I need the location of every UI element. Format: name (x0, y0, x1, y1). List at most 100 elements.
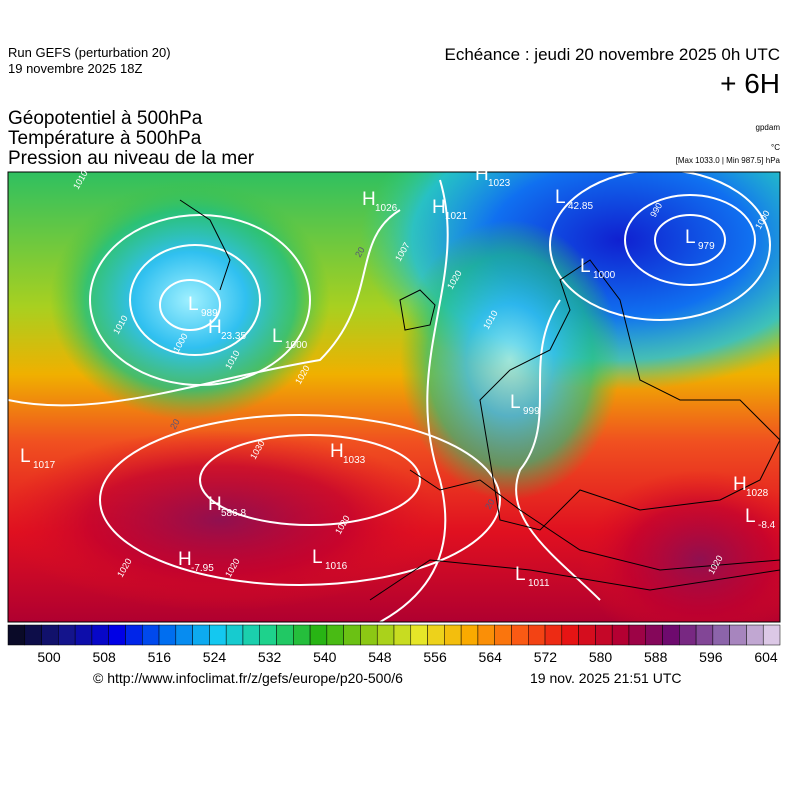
center-value: 1017 (33, 460, 56, 471)
colorbar-cell (444, 624, 462, 646)
colorbar-cell (427, 624, 445, 646)
center-letter: H (733, 474, 747, 495)
layer: Température à 500hPa (8, 128, 202, 149)
colorbar-cell (679, 624, 697, 646)
unit: °C (771, 143, 780, 152)
colorbar-cell (360, 624, 378, 646)
colorbar-label: 500 (37, 649, 61, 665)
unit: gpdam (755, 123, 780, 132)
valid-time: Echéance : jeudi 20 novembre 2025 0h UTC (444, 45, 780, 64)
unit: [Max 1033.0 | Min 987.5] hPa (675, 156, 780, 165)
center-value: 23.35 (221, 331, 246, 342)
center-letter: H (208, 317, 222, 338)
contour-label: 20 (168, 417, 182, 431)
colorbar-cell (175, 624, 193, 646)
colorbar-cell (209, 624, 227, 646)
colorbar-cell (58, 624, 76, 646)
center-value: 1011 (528, 578, 550, 589)
center-letter: H (208, 494, 222, 515)
colorbar-cell (393, 624, 412, 646)
contour-label: 20 (483, 497, 497, 511)
colorbar-label: 572 (534, 649, 558, 665)
colorbar-cell (108, 624, 126, 646)
colorbar-cell (343, 624, 361, 646)
colorbar-cell (259, 624, 277, 646)
colorbar-cell (142, 624, 160, 646)
center-value: 999 (523, 406, 540, 417)
center-value: 1023 (488, 178, 511, 189)
center-value: 979 (698, 241, 715, 252)
center-value: 1026 (375, 203, 398, 214)
colorbar-cell (762, 624, 781, 646)
center-letter: L (20, 446, 31, 467)
center-value: 42.85 (568, 201, 593, 212)
center-letter: L (188, 294, 199, 315)
colorbar-cell (293, 624, 311, 646)
run-date: 19 novembre 2025 18Z (8, 61, 143, 76)
colorbar-label: 516 (148, 649, 172, 665)
colorbar-cell (544, 624, 563, 646)
colorbar-label: 588 (644, 649, 668, 665)
colorbar-cell (578, 624, 596, 646)
colorbar-label: 556 (423, 649, 447, 665)
colorbar-cell (309, 624, 328, 646)
center-value: -7.95 (191, 563, 214, 574)
center-value: 1028 (746, 488, 769, 499)
center-value: -8.4 (758, 520, 776, 531)
map-frame (7, 171, 781, 623)
colorbar-cell (528, 624, 546, 646)
colorbar-cell (460, 624, 479, 646)
colorbar-cell (192, 624, 210, 646)
center-value: 1033 (343, 455, 366, 466)
colorbar-cell (158, 624, 177, 646)
colorbar-cell (242, 624, 260, 646)
colorbar-cell (125, 624, 143, 646)
layer: Géopotentiel à 500hPa (8, 108, 203, 129)
center-letter: L (745, 506, 756, 527)
source: © http://www.infoclimat.fr/z/gefs/europe… (93, 670, 403, 686)
colorbar-cell (662, 624, 680, 646)
center-value: 586.8 (221, 508, 246, 519)
center-letter: L (510, 392, 521, 413)
center-letter: H (362, 189, 376, 210)
center-letter: L (555, 187, 566, 208)
colorbar-cell (410, 624, 428, 646)
lead-time: + 6H (720, 68, 780, 99)
colorbar-cell (91, 624, 109, 646)
colorbar-cell (376, 624, 395, 646)
colorbar-cell (645, 624, 663, 646)
center-letter: L (515, 564, 526, 585)
colorbar-label: 524 (203, 649, 227, 665)
center-letter: L (580, 256, 591, 277)
colorbar-label: 540 (313, 649, 337, 665)
colorbar-cell (7, 624, 26, 646)
colorbar-cell (225, 624, 244, 646)
center-value: 1021 (445, 211, 468, 222)
colorbar-cell (276, 624, 294, 646)
colorbar-label: 532 (258, 649, 282, 665)
colorbar-cell (511, 624, 529, 646)
colorbar-cell (712, 624, 730, 646)
contour-label: 20 (353, 245, 367, 259)
colorbar-cell (746, 624, 764, 646)
layer: Pression au niveau de la mer (8, 148, 255, 169)
colorbar-cell (729, 624, 747, 646)
colorbar-cell (41, 624, 59, 646)
center-value: 1000 (593, 270, 616, 281)
colorbar-label: 564 (479, 649, 503, 665)
run: Run GEFS (perturbation 20) (8, 45, 171, 60)
colorbar-label: 604 (754, 649, 778, 665)
center-letter: H (475, 164, 489, 185)
generated: 19 nov. 2025 21:51 UTC (530, 670, 682, 686)
center-value: 989 (201, 308, 218, 319)
colorbar-cell (628, 624, 646, 646)
center-letter: H (178, 549, 192, 570)
colorbar-cell (494, 624, 512, 646)
colorbar-cell (326, 624, 344, 646)
colorbar-cell (74, 624, 93, 646)
colorbar-label: 548 (368, 649, 392, 665)
colorbar-cell (561, 624, 579, 646)
center-letter: H (330, 441, 344, 462)
